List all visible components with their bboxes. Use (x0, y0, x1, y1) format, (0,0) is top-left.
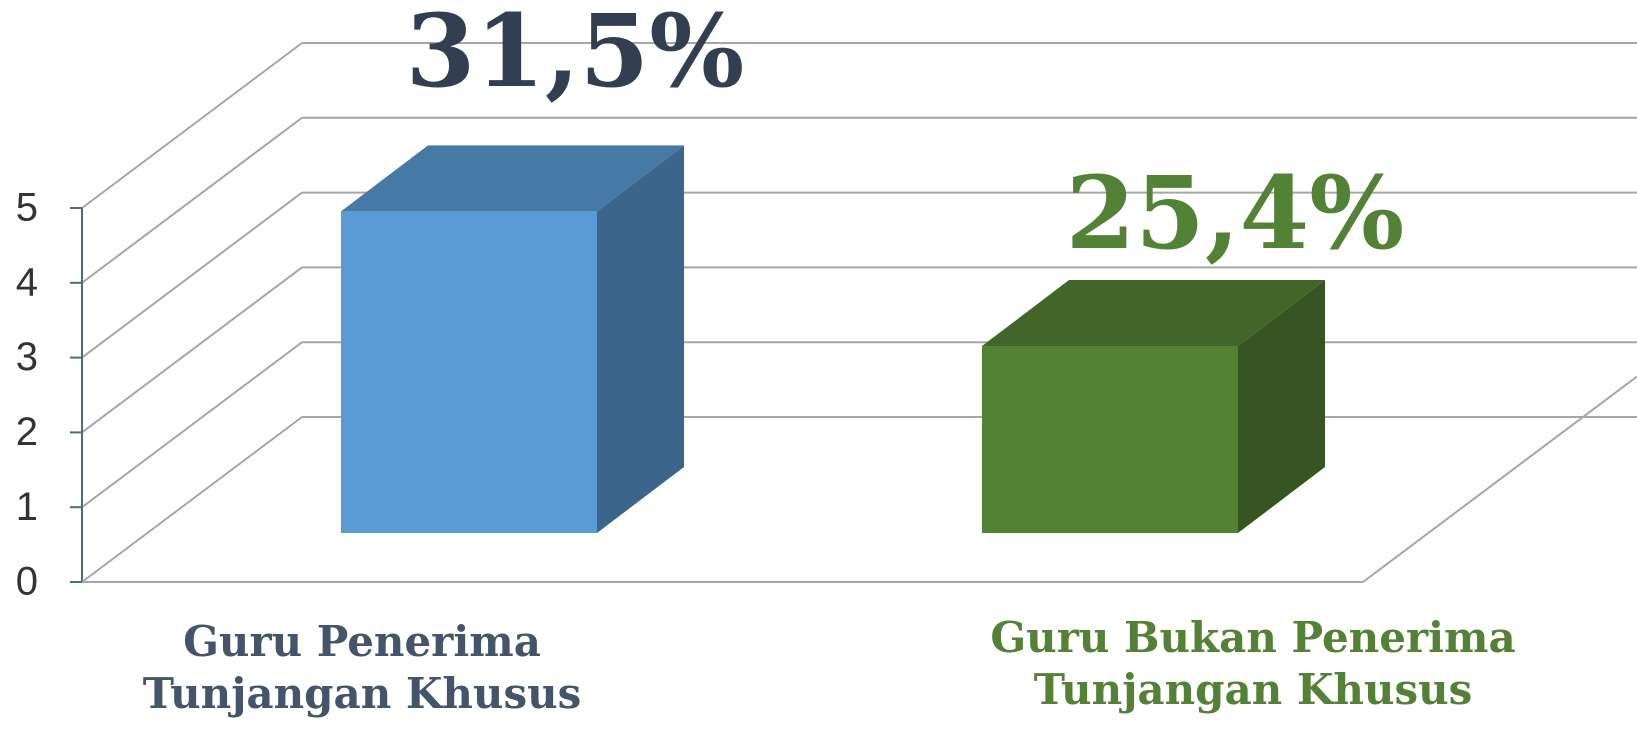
y-tick-label: 0 (16, 560, 38, 604)
floor-right-edge (1362, 375, 1637, 583)
y-tick-label: 3 (16, 335, 38, 379)
bar-top (341, 145, 684, 212)
grid-line (81, 416, 303, 583)
grid-line (81, 266, 303, 434)
annotation: 31,5% (406, 0, 745, 110)
y-tick-label: 5 (16, 186, 38, 230)
grid-line (81, 341, 303, 509)
grid-line (81, 117, 303, 284)
x-tick-label: Guru Bukan Penerima Tunjangan Khusus (990, 613, 1516, 714)
y-tick-label: 4 (16, 260, 38, 304)
annotation: 25,4% (1066, 154, 1405, 272)
bar (982, 280, 1325, 533)
bar-side (597, 145, 684, 534)
y-tick-label: 2 (16, 410, 38, 454)
bar-top (982, 280, 1325, 346)
bar-front (341, 211, 597, 534)
y-tick-label: 1 (16, 485, 38, 529)
grid-line (81, 191, 303, 359)
bar (341, 145, 684, 534)
bar-front (982, 346, 1238, 533)
grid-line (81, 42, 303, 209)
x-tick-label: Guru Penerima Tunjangan Khusus (142, 617, 582, 718)
bar-side (1238, 280, 1325, 533)
